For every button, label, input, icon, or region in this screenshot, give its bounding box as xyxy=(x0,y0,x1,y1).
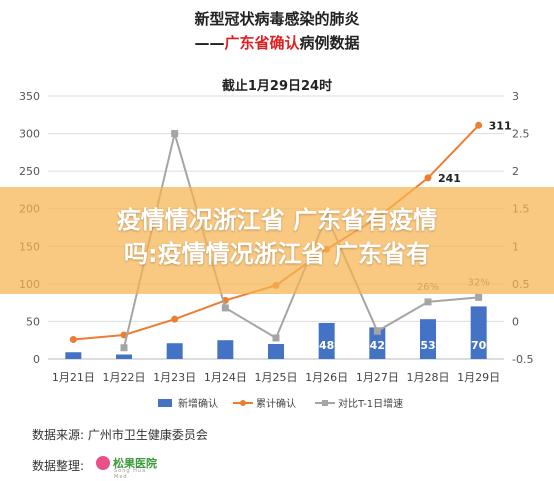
growth-point xyxy=(475,293,483,301)
bar xyxy=(166,343,183,359)
bar xyxy=(470,306,487,359)
x-tick-label: 1月28日 xyxy=(407,371,450,384)
growth-point xyxy=(272,334,280,342)
chart-title-line1: 新型冠状病毒感染的肺炎 xyxy=(194,10,360,28)
cumulative-point xyxy=(171,315,179,323)
bar-value-label: 42 xyxy=(370,339,385,352)
growth-point xyxy=(221,304,229,312)
legend-marker xyxy=(240,400,246,406)
cumulative-point xyxy=(69,335,77,343)
banner-line-1: 疫情情况浙江省 广东省有疫情 xyxy=(116,206,438,234)
legend-label: 累计确认 xyxy=(256,397,296,410)
x-tick-label: 1月22日 xyxy=(103,371,146,384)
x-tick-label: 1月21日 xyxy=(52,371,95,384)
y-right-tick-label: 3 xyxy=(512,90,519,103)
chart-subtitle: 截止1月29日24时 xyxy=(221,79,333,94)
bar xyxy=(369,327,386,359)
x-tick-label: 1月23日 xyxy=(153,371,196,384)
y-left-tick-label: 250 xyxy=(19,165,40,178)
growth-point xyxy=(171,130,179,138)
legend-marker xyxy=(322,400,328,406)
bar-value-label: 70 xyxy=(471,339,487,352)
y-left-tick-label: 350 xyxy=(19,90,40,103)
title-suffix: 病例数据 xyxy=(299,34,360,52)
x-tick-label: 1月25日 xyxy=(255,371,298,384)
title-highlight: 广东省确认 xyxy=(224,34,300,52)
bar xyxy=(318,322,335,359)
overlay-banner[interactable]: 疫情情况浙江省 广东省有疫情 吗:疫情情况浙江省 广东省有 xyxy=(0,187,554,294)
banner-line-2: 吗:疫情情况浙江省 广东省有 xyxy=(124,240,430,268)
growth-point xyxy=(120,344,128,352)
chart-title-line2: ——广东省确认病例数据 xyxy=(0,32,554,53)
bar xyxy=(217,340,234,359)
bar xyxy=(116,354,132,359)
cumulative-label: 241 xyxy=(438,172,461,185)
cumulative-label: 311 xyxy=(489,119,512,132)
title-dash: —— xyxy=(194,34,225,52)
y-right-tick-label: 0 xyxy=(512,315,519,328)
x-tick-label: 1月29日 xyxy=(457,371,500,384)
logo-text: 松果医院 xyxy=(113,457,157,470)
cumulative-point xyxy=(424,174,432,182)
logo-subtext: Song Hua Med xyxy=(114,468,147,480)
growth-point xyxy=(424,298,432,306)
pinecone-logo: 松果医院 Song Hua Med xyxy=(96,450,157,480)
x-tick-label: 1月24日 xyxy=(204,371,247,384)
bar-value-label: 48 xyxy=(319,339,334,352)
bar-value-label: 53 xyxy=(420,339,435,352)
y-left-tick-label: 300 xyxy=(19,128,40,141)
legend-swatch xyxy=(158,399,172,407)
growth-point xyxy=(373,327,381,335)
y-left-tick-label: 0 xyxy=(33,353,40,366)
y-left-tick-label: 50 xyxy=(26,315,40,328)
bar xyxy=(420,319,436,359)
x-tick-label: 1月27日 xyxy=(356,371,399,384)
legend-label: 新增确认 xyxy=(178,397,218,410)
y-right-tick-label: 2.5 xyxy=(512,128,530,141)
data-compiler-label: 数据整理: xyxy=(32,459,85,473)
y-right-tick-label: 2 xyxy=(512,165,519,178)
y-right-tick-label: -0.5 xyxy=(512,353,533,366)
x-tick-label: 1月26日 xyxy=(305,371,348,384)
logo-icon xyxy=(96,456,110,470)
data-source: 数据来源: 广州市卫生健康委员会 xyxy=(32,428,208,442)
bar xyxy=(268,343,284,359)
cumulative-point xyxy=(475,121,483,129)
bar xyxy=(65,352,82,359)
legend-label: 对比T-1日增速 xyxy=(338,397,403,410)
